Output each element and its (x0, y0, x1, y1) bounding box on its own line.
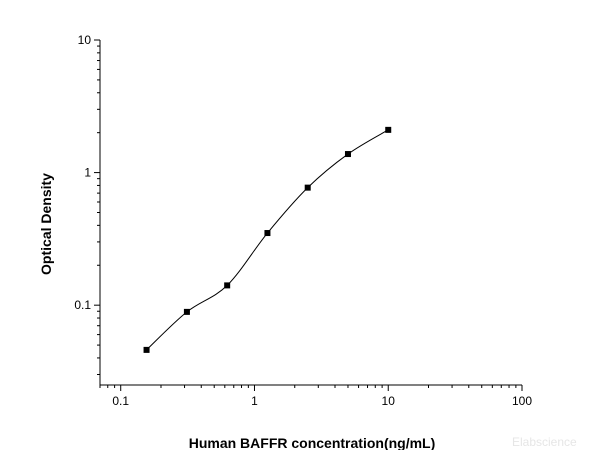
y-tick-label: 10 (78, 33, 92, 47)
x-tick-label: 100 (512, 394, 532, 408)
data-point (224, 282, 231, 289)
data-point (183, 308, 190, 315)
data-point (143, 346, 150, 353)
x-tick-label: 10 (382, 394, 396, 408)
ticks (94, 39, 523, 391)
data-point (264, 230, 271, 237)
data-point (344, 151, 351, 158)
tick-labels: 0.1 1 10 0.1 1 10 100 (74, 33, 532, 408)
y-axis-title: Optical Density (38, 173, 54, 275)
fit-curve (146, 129, 389, 351)
data-point (304, 184, 311, 191)
y-tick-label: 1 (84, 166, 91, 180)
x-tick-label: 1 (251, 394, 258, 408)
data-point (385, 126, 392, 133)
x-tick-label: 0.1 (112, 394, 129, 408)
x-axis-title: Human BAFFR concentration(ng/mL) (189, 435, 436, 450)
data-points (143, 126, 392, 353)
watermark: Elabscience (512, 435, 577, 449)
y-tick-label: 0.1 (74, 298, 91, 312)
